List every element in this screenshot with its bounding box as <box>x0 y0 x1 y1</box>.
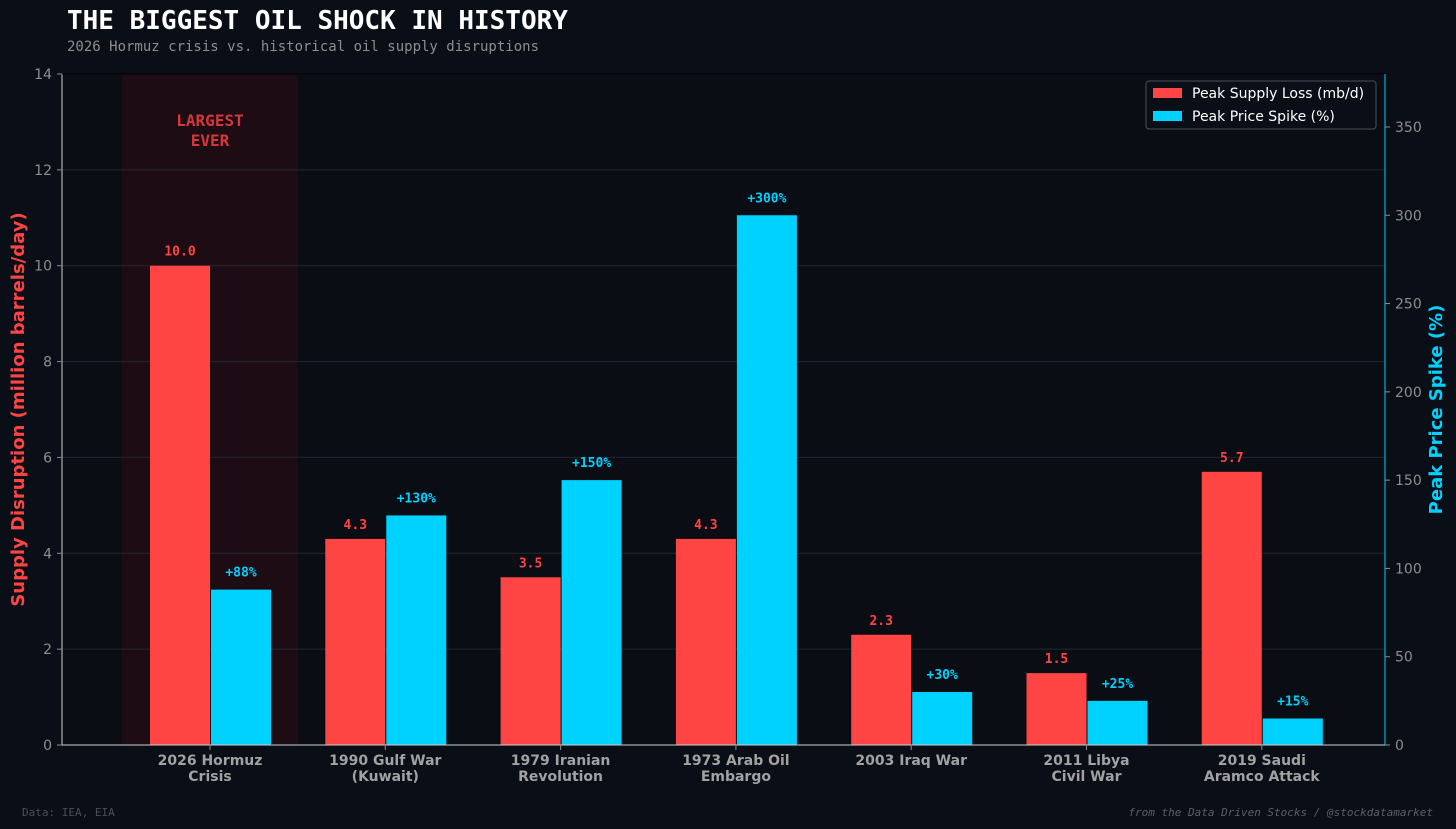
y-axis-title-left: Supply Disruption (million barrels/day) <box>8 212 29 606</box>
highlight-annotation: LARGEST <box>176 111 243 130</box>
legend-label-supply: Peak Supply Loss (mb/d) <box>1192 86 1364 102</box>
bar-price-spike <box>736 215 797 745</box>
y-axis-title-right: Peak Price Spike (%) <box>1426 305 1447 515</box>
bar-price-spike <box>912 692 973 745</box>
left-tick-label: 12 <box>34 163 52 179</box>
right-tick-label: 300 <box>1395 208 1422 224</box>
category-label: 2026 Hormuz <box>158 753 263 769</box>
value-label-price: +30% <box>927 668 958 683</box>
left-tick-label: 6 <box>43 450 52 466</box>
bar-supply-loss <box>325 538 386 745</box>
bar-supply-loss <box>1026 673 1087 745</box>
value-label-supply: 3.5 <box>519 556 542 571</box>
right-tick-label: 100 <box>1395 561 1422 577</box>
credit-note: from the Data Driven Stocks / @stockdata… <box>1128 806 1433 819</box>
category-label: 2019 Saudi <box>1218 753 1306 769</box>
legend: Peak Supply Loss (mb/d) Peak Price Spike… <box>1145 80 1377 130</box>
left-tick-label: 4 <box>43 546 52 562</box>
right-tick-label: 250 <box>1395 297 1422 313</box>
legend-swatch-supply <box>1153 88 1182 98</box>
highlight-annotation: EVER <box>191 131 230 150</box>
bar-price-spike <box>386 515 447 745</box>
value-label-supply: 4.3 <box>344 518 367 533</box>
category-label: Revolution <box>518 769 603 785</box>
value-label-price: +150% <box>572 456 611 471</box>
bar-supply-loss <box>675 538 736 745</box>
left-tick-label: 8 <box>43 355 52 371</box>
category-label: 1990 Gulf War <box>329 753 441 769</box>
chart-title: THE BIGGEST OIL SHOCK IN HISTORY <box>67 6 568 36</box>
value-label-supply: 1.5 <box>1045 652 1068 667</box>
right-tick-label: 150 <box>1395 473 1422 489</box>
category-label: 1979 Iranian <box>511 753 611 769</box>
left-tick-label: 10 <box>34 259 52 275</box>
bar-price-spike <box>1262 718 1323 745</box>
bar-price-spike <box>1087 700 1148 745</box>
right-tick-label: 0 <box>1395 738 1404 754</box>
bar-supply-loss <box>500 577 561 745</box>
value-label-price: +88% <box>225 566 256 581</box>
bar-supply-loss <box>851 634 912 745</box>
chart-subtitle: 2026 Hormuz crisis vs. historical oil su… <box>67 39 539 55</box>
source-note: Data: IEA, EIA <box>22 806 115 819</box>
value-label-price: +130% <box>397 491 436 506</box>
bar-supply-loss <box>1201 471 1262 745</box>
right-tick-label: 350 <box>1395 120 1422 136</box>
category-label: Civil War <box>1052 769 1122 785</box>
value-label-price: +15% <box>1277 695 1308 710</box>
value-label-supply: 4.3 <box>694 518 717 533</box>
value-label-supply: 10.0 <box>164 245 195 260</box>
value-label-price: +25% <box>1102 677 1133 692</box>
left-tick-label: 14 <box>34 67 52 83</box>
right-tick-label: 50 <box>1395 650 1413 666</box>
category-label: Crisis <box>188 769 231 785</box>
right-tick-label: 200 <box>1395 385 1422 401</box>
category-label: 2003 Iraq War <box>855 753 967 769</box>
category-label: Aramco Attack <box>1204 769 1321 785</box>
bar-supply-loss <box>150 265 210 745</box>
value-label-price: +300% <box>747 191 786 206</box>
value-label-supply: 2.3 <box>869 614 892 629</box>
left-tick-label: 2 <box>43 642 52 658</box>
value-label-supply: 5.7 <box>1220 451 1243 466</box>
bar-price-spike <box>211 589 271 745</box>
legend-swatch-price <box>1153 111 1182 121</box>
category-label: 1973 Arab Oil <box>682 753 789 769</box>
left-tick-label: 0 <box>43 738 52 754</box>
category-label: 2011 Libya <box>1043 753 1129 769</box>
category-label: (Kuwait) <box>352 769 419 785</box>
category-label: Embargo <box>701 769 772 785</box>
bar-price-spike <box>561 480 622 745</box>
legend-box <box>1145 80 1377 130</box>
legend-label-price: Peak Price Spike (%) <box>1192 109 1335 125</box>
